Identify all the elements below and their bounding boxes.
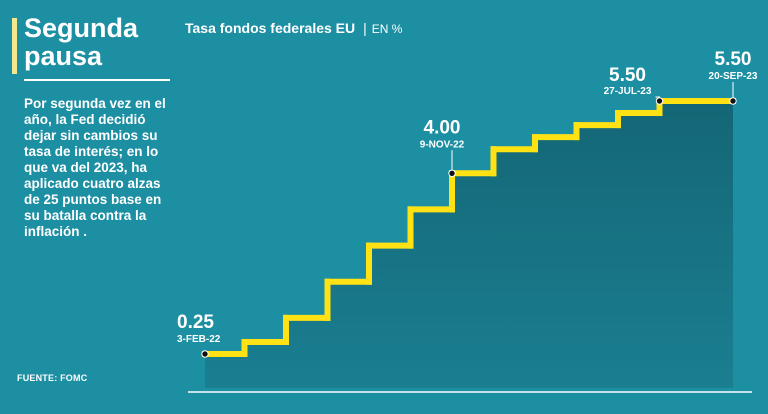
data-point-marker — [655, 97, 664, 105]
source-note: FUENTE: FOMC — [17, 373, 88, 383]
summary-text: Por segunda vez en el año, la Fed decidi… — [24, 96, 166, 239]
annotation-date-label: 27-JUL-23 — [604, 86, 652, 97]
annotation-value-label: 5.50 — [609, 65, 646, 86]
annotation-date-label: 20-SEP-23 — [709, 71, 758, 82]
chart-title: Tasa fondos federales EU — [185, 20, 356, 36]
title-separator: | — [363, 20, 367, 36]
annotation-date-label: 9-NOV-22 — [420, 139, 465, 150]
annotation-value-label: 0.25 — [177, 312, 214, 333]
annotation-date-label: 3-FEB-22 — [177, 334, 221, 345]
headline-accent-bar — [12, 18, 17, 74]
annotation-value-label: 4.00 — [424, 117, 461, 138]
headline-divider — [24, 79, 170, 81]
chart-unit: EN % — [371, 22, 403, 36]
data-point-marker — [729, 97, 737, 105]
headline: Segunda pausa — [24, 13, 139, 71]
rate-area — [205, 101, 733, 388]
data-point-marker — [201, 350, 209, 358]
chart-header: Tasa fondos federales EU | EN % — [185, 20, 402, 36]
data-point-marker — [448, 169, 456, 177]
annotation-value-label: 5.50 — [715, 49, 752, 70]
